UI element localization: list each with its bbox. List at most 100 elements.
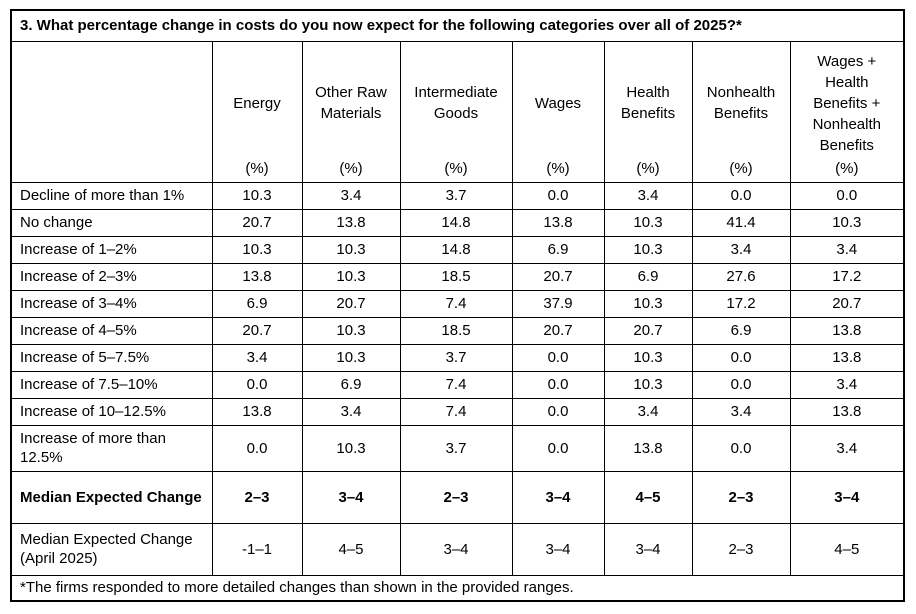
table-cell: 27.6 bbox=[691, 263, 791, 291]
table-cell: 4–5 bbox=[301, 523, 401, 576]
column-label: Health Benefits bbox=[620, 84, 676, 122]
table-cell: 3–4 bbox=[511, 523, 605, 576]
table-cell: 7.4 bbox=[399, 371, 513, 399]
table-cell: 4–5 bbox=[603, 471, 693, 524]
column-header-intermediate-goods: Intermediate Goods (%) bbox=[399, 41, 513, 183]
table-cell: 13.8 bbox=[789, 398, 905, 426]
table-cell: 3–4 bbox=[789, 471, 905, 524]
table-cell: 6.9 bbox=[511, 236, 605, 264]
column-label: Energy bbox=[233, 94, 281, 112]
table-cell: 20.7 bbox=[789, 290, 905, 318]
table-cell: 13.8 bbox=[789, 317, 905, 345]
column-header-health-benefits: Health Benefits (%) bbox=[603, 41, 693, 183]
table-cell: 13.8 bbox=[211, 398, 303, 426]
table-cell: 7.4 bbox=[399, 398, 513, 426]
column-unit: (%) bbox=[546, 160, 570, 177]
table-cell: 0.0 bbox=[511, 182, 605, 210]
table-cell: 3–4 bbox=[603, 523, 693, 576]
column-unit: (%) bbox=[729, 160, 753, 177]
table-cell: 7.4 bbox=[399, 290, 513, 318]
table-cell: 3.4 bbox=[789, 371, 905, 399]
table-cell: 3.7 bbox=[399, 344, 513, 372]
table-cell: 10.3 bbox=[301, 344, 401, 372]
row-label: Increase of more than 12.5% bbox=[10, 425, 213, 472]
column-label: Other Raw Materials bbox=[315, 84, 387, 122]
table-cell: 3–4 bbox=[301, 471, 401, 524]
table-cell: 0.0 bbox=[511, 371, 605, 399]
table-cell: 2–3 bbox=[399, 471, 513, 524]
table-cell: 2–3 bbox=[691, 523, 791, 576]
table-cell: 3.7 bbox=[399, 182, 513, 210]
table-cell: 13.8 bbox=[301, 209, 401, 237]
table-cell: 20.7 bbox=[211, 209, 303, 237]
footnote-row: *The firms responded to more detailed ch… bbox=[10, 575, 905, 602]
title-row: 3. What percentage change in costs do yo… bbox=[10, 9, 905, 42]
table-cell: 18.5 bbox=[399, 317, 513, 345]
table-cell: 3.4 bbox=[603, 182, 693, 210]
table-cell: 3–4 bbox=[399, 523, 513, 576]
table-row: Increase of more than 12.5% 0.0 10.3 3.7… bbox=[10, 425, 905, 472]
column-header-wages-health-nonhealth: Wages + Health Benefits + Nonhealth Bene… bbox=[789, 41, 905, 183]
table-cell: 10.3 bbox=[603, 344, 693, 372]
column-unit: (%) bbox=[636, 160, 660, 177]
table-cell: 3.4 bbox=[691, 398, 791, 426]
column-label: Wages + Health Benefits + Nonhealth Bene… bbox=[812, 52, 881, 154]
table-cell: 10.3 bbox=[603, 290, 693, 318]
table-cell: 0.0 bbox=[211, 425, 303, 472]
table-cell: 0.0 bbox=[691, 371, 791, 399]
table-cell: 14.8 bbox=[399, 209, 513, 237]
table-cell: 4–5 bbox=[789, 523, 905, 576]
table-cell: 17.2 bbox=[691, 290, 791, 318]
table-cell: 20.7 bbox=[511, 263, 605, 291]
table-cell: 3.4 bbox=[603, 398, 693, 426]
column-header-energy: Energy (%) bbox=[211, 41, 303, 183]
column-header-other-raw-materials: Other Raw Materials (%) bbox=[301, 41, 401, 183]
table-row-median-expected-change-april-2025: Median Expected Change (April 2025) -1–1… bbox=[10, 523, 905, 576]
table-cell: 10.3 bbox=[603, 209, 693, 237]
table-cell: 10.3 bbox=[301, 263, 401, 291]
table-cell: 13.8 bbox=[211, 263, 303, 291]
cost-expectations-table: 3. What percentage change in costs do yo… bbox=[10, 9, 906, 602]
row-label: No change bbox=[10, 209, 213, 237]
table-cell: 6.9 bbox=[603, 263, 693, 291]
table-cell: 41.4 bbox=[691, 209, 791, 237]
column-unit: (%) bbox=[835, 160, 859, 177]
row-label: Increase of 2–3% bbox=[10, 263, 213, 291]
table-cell: 0.0 bbox=[691, 182, 791, 210]
corner-cell bbox=[10, 41, 213, 183]
row-label: Increase of 1–2% bbox=[10, 236, 213, 264]
table-cell: 14.8 bbox=[399, 236, 513, 264]
column-unit: (%) bbox=[245, 160, 269, 177]
column-unit: (%) bbox=[339, 160, 363, 177]
table-cell: 3.7 bbox=[399, 425, 513, 472]
table-cell: 3.4 bbox=[211, 344, 303, 372]
table-cell: 3.4 bbox=[301, 398, 401, 426]
column-unit: (%) bbox=[444, 160, 468, 177]
table-cell: 10.3 bbox=[789, 209, 905, 237]
table-cell: 2–3 bbox=[211, 471, 303, 524]
table-footnote: *The firms responded to more detailed ch… bbox=[10, 575, 905, 602]
table-cell: 10.3 bbox=[603, 236, 693, 264]
table-cell: 17.2 bbox=[789, 263, 905, 291]
table-cell: 6.9 bbox=[211, 290, 303, 318]
column-header-wages: Wages (%) bbox=[511, 41, 605, 183]
table-row: Increase of 7.5–10% 0.0 6.9 7.4 0.0 10.3… bbox=[10, 371, 905, 399]
table-cell: 0.0 bbox=[511, 425, 605, 472]
row-label: Median Expected Change (April 2025) bbox=[10, 523, 213, 576]
table-cell: 6.9 bbox=[301, 371, 401, 399]
table-cell: 13.8 bbox=[603, 425, 693, 472]
row-label: Increase of 10–12.5% bbox=[10, 398, 213, 426]
table-row: Increase of 4–5% 20.7 10.3 18.5 20.7 20.… bbox=[10, 317, 905, 345]
header-row: Energy (%) Other Raw Materials (%) Inter… bbox=[10, 41, 905, 183]
table-row: No change 20.7 13.8 14.8 13.8 10.3 41.4 … bbox=[10, 209, 905, 237]
row-label: Increase of 5–7.5% bbox=[10, 344, 213, 372]
table-cell: 13.8 bbox=[511, 209, 605, 237]
table-cell: 3.4 bbox=[691, 236, 791, 264]
row-label: Increase of 4–5% bbox=[10, 317, 213, 345]
table-cell: 20.7 bbox=[211, 317, 303, 345]
column-label: Wages bbox=[534, 94, 582, 112]
column-label: Nonhealth Benefits bbox=[706, 84, 776, 122]
table-cell: 0.0 bbox=[511, 344, 605, 372]
table-row: Decline of more than 1% 10.3 3.4 3.7 0.0… bbox=[10, 182, 905, 210]
